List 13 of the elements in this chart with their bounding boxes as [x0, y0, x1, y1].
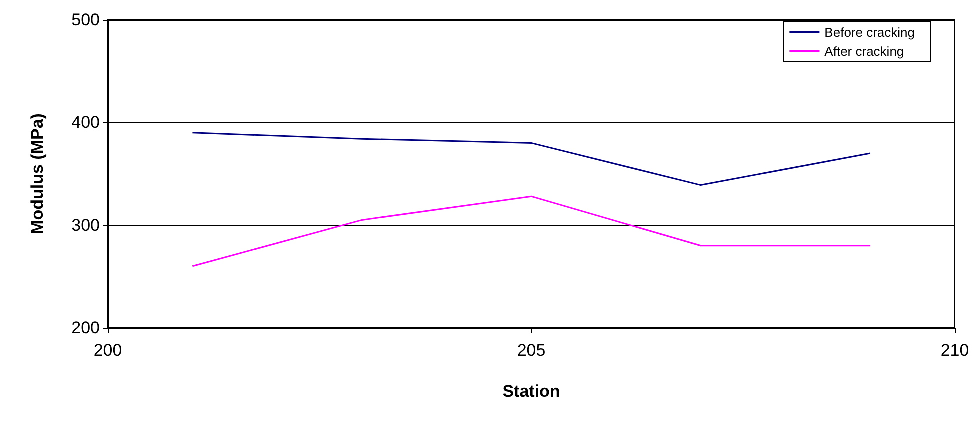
y-tick-label: 500 — [72, 10, 100, 30]
legend-label: Before cracking — [824, 25, 916, 40]
y-axis-title: Modulus (MPa) — [28, 114, 47, 234]
x-axis-title: Station — [502, 382, 560, 401]
line-series — [192, 196, 872, 268]
line-series — [192, 132, 872, 186]
y-tick-label: 400 — [72, 113, 100, 132]
x-tick-label: 210 — [940, 341, 970, 360]
x-tick-label: 205 — [517, 341, 546, 360]
y-tick-label: 200 — [72, 318, 100, 338]
legend-label: After cracking — [824, 44, 904, 59]
x-tick-label: 200 — [94, 341, 122, 360]
y-tick-label: 300 — [72, 216, 100, 235]
